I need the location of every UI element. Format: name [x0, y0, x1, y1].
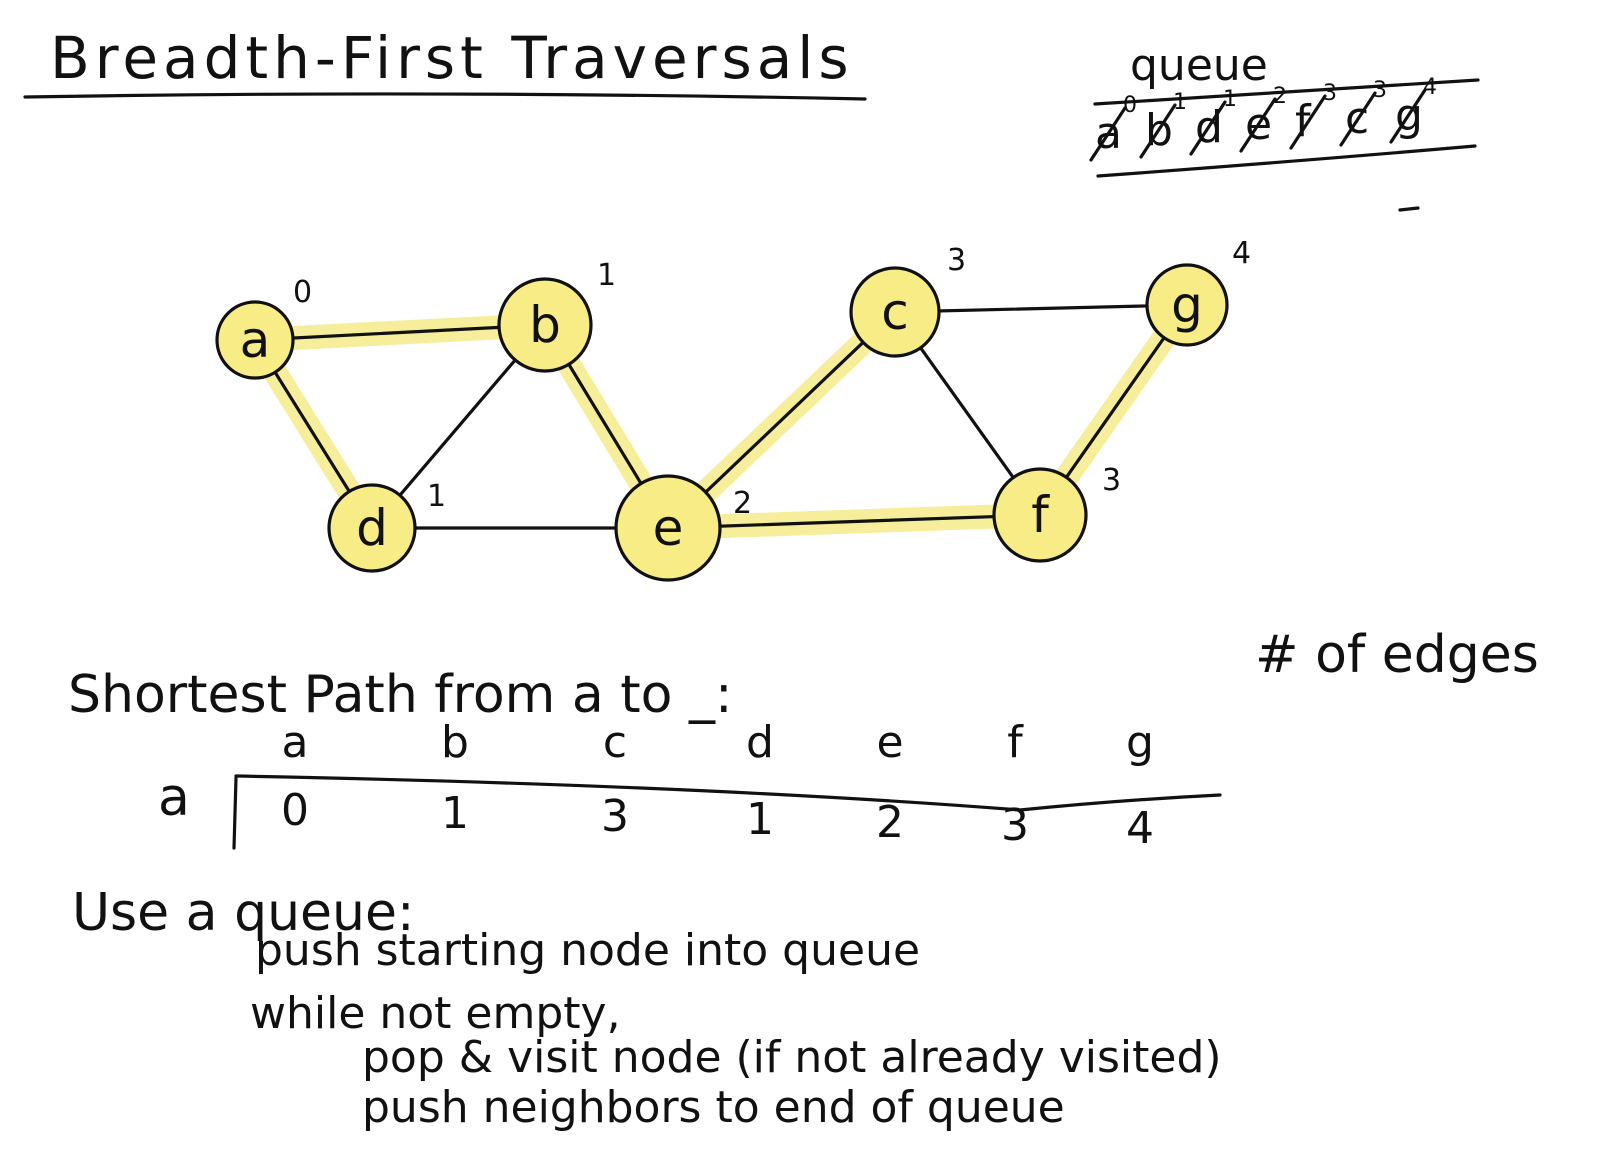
- table-value-g: 4: [1126, 803, 1154, 854]
- node-label-g: g: [1171, 276, 1203, 334]
- queue-strike-d: [1189, 100, 1227, 156]
- graph-node-a: a0: [215, 275, 312, 380]
- algorithm-heading: Use a queue:: [72, 883, 415, 943]
- graph-node-c: c3: [849, 243, 966, 358]
- queue-strike-b: [1139, 103, 1177, 159]
- node-distance-g: 4: [1232, 236, 1251, 271]
- table-value-c: 3: [601, 791, 629, 842]
- table-values: 0 1 3 1 2 3 4: [281, 785, 1154, 854]
- algorithm-line-4: push neighbors to end of queue: [362, 1082, 1065, 1133]
- queue-item-dist-a: 0: [1123, 93, 1137, 118]
- queue-items: a0 b1 d1 e2 f3 c3 g4: [1089, 75, 1437, 162]
- table-header-f: f: [1007, 717, 1024, 768]
- node-label-c: c: [881, 283, 909, 341]
- queue-item-b: b1: [1139, 90, 1187, 159]
- table-value-f: 3: [1001, 800, 1029, 851]
- queue-label: queue: [1130, 40, 1268, 91]
- queue-item-e: e2: [1239, 84, 1287, 153]
- table-horizontal-line: [234, 774, 1222, 812]
- table-header-g: g: [1126, 717, 1154, 768]
- queue-item-dist-b: 1: [1173, 90, 1187, 115]
- queue-item-a: a0: [1089, 93, 1137, 162]
- node-label-d: d: [356, 499, 388, 557]
- queue-strike-e: [1239, 97, 1277, 153]
- queue-item-f: f3: [1289, 81, 1337, 150]
- table-header-a: a: [282, 717, 309, 768]
- graph-node-b: b1: [497, 258, 616, 373]
- queue-item-dist-c: 3: [1373, 78, 1387, 103]
- queue-top-line: [1093, 78, 1480, 106]
- queue-strike-a: [1089, 106, 1127, 162]
- queue-bottom-line: [1096, 144, 1477, 178]
- table-header-c: c: [603, 717, 627, 768]
- edges-note: # of edges: [1255, 625, 1539, 685]
- node-distance-d: 1: [427, 479, 446, 514]
- queue-box: queue a0 b1 d1 e2 f3 c3 g4: [1089, 40, 1480, 178]
- node-circle-b: [497, 277, 593, 373]
- queue-item-dist-d: 1: [1223, 87, 1237, 112]
- table-header-e: e: [876, 717, 903, 768]
- node-distance-f: 3: [1102, 463, 1121, 498]
- node-distance-e: 2: [733, 486, 752, 521]
- node-circle-d: [327, 483, 417, 573]
- queue-item-c: c3: [1339, 78, 1387, 147]
- queue-strike-f: [1289, 94, 1327, 150]
- node-label-b: b: [529, 296, 561, 354]
- table-value-d: 1: [746, 794, 774, 845]
- stray-mark: [1398, 206, 1420, 212]
- table-value-a: 0: [281, 785, 309, 836]
- queue-item-dist-f: 3: [1323, 81, 1337, 106]
- node-distance-a: 0: [293, 275, 312, 310]
- edge-a-b: [253, 323, 547, 342]
- node-label-a: a: [240, 311, 271, 369]
- table-value-e: 2: [876, 797, 904, 848]
- node-circle-g: [1145, 263, 1229, 347]
- node-distance-c: 3: [947, 243, 966, 278]
- table-row-label: a: [158, 768, 190, 828]
- queue-strike-c: [1339, 91, 1377, 147]
- queue-strike-g: [1389, 88, 1427, 144]
- algorithm-line-3: pop & visit node (if not already visited…: [362, 1032, 1222, 1083]
- edge-e-f: [666, 513, 1042, 530]
- table-header-b: b: [441, 717, 469, 768]
- node-circle-f: [992, 467, 1088, 563]
- node-circle-c: [849, 266, 941, 358]
- algorithm-line-1: push starting node into queue: [255, 925, 920, 976]
- shortest-path-heading: Shortest Path from a to _:: [68, 665, 733, 725]
- node-circle-a: [215, 300, 295, 380]
- node-label-e: e: [653, 499, 684, 557]
- table-headers: a b c d e f g: [282, 717, 1154, 768]
- table-vertical-line: [232, 776, 238, 850]
- title-underline: [23, 92, 867, 101]
- graph-node-d: d1: [327, 479, 446, 573]
- edge-c-g: [893, 303, 1189, 314]
- graph-node-f: f3: [992, 463, 1121, 563]
- node-label-f: f: [1031, 486, 1050, 544]
- queue-item-g: g4: [1389, 75, 1437, 144]
- queue-item-d: d1: [1189, 87, 1237, 156]
- page-title: Breadth-First Traversals: [50, 24, 854, 92]
- distance-table: a a b c d e f g 0 1 3 1 2 3 4: [158, 717, 1222, 854]
- algorithm-line-2: while not empty,: [250, 988, 621, 1039]
- node-distance-b: 1: [597, 258, 616, 293]
- graph-node-g: g4: [1145, 236, 1251, 347]
- table-value-b: 1: [441, 788, 469, 839]
- queue-item-dist-e: 2: [1273, 84, 1287, 109]
- table-header-d: d: [746, 717, 774, 768]
- node-circle-e: [614, 474, 722, 582]
- queue-item-dist-g: 4: [1423, 75, 1437, 100]
